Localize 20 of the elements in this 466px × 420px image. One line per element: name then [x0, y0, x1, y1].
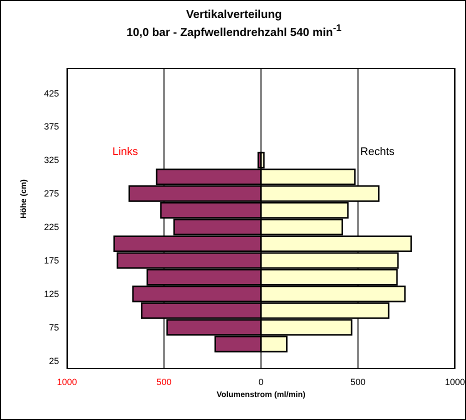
x-tick-label: 0 [258, 377, 264, 387]
y-tick-label: 425 [44, 88, 59, 98]
y-tick-label: 225 [44, 222, 59, 232]
y-tick-label: 375 [44, 122, 59, 132]
y-tick-label: 275 [44, 188, 59, 199]
y-tick-label: 175 [44, 256, 59, 266]
chart-subtitle: 10,0 bar - Zapfwellendrehzahl 540 min$^{-1}$ [126, 22, 342, 40]
y-tick-label: 75 [48, 322, 59, 332]
x-axis-title: Volumenstrom (ml/min) [216, 390, 306, 399]
y-axis-title: Höhe (cm) [18, 179, 28, 218]
x-tick-label: 500 [350, 377, 366, 387]
y-tick-label: 25 [48, 356, 59, 366]
x-tick-label: 1000 [444, 377, 466, 387]
series-label: Rechts [359, 146, 396, 158]
y-tick-label: 325 [44, 155, 59, 166]
x-tick-label: 1000 [56, 377, 78, 387]
x-tick-label: 500 [156, 377, 172, 387]
series-label: Links [111, 146, 140, 158]
y-tick-label: 125 [44, 288, 59, 299]
chart-title: Vertikalverteilung [185, 8, 283, 22]
